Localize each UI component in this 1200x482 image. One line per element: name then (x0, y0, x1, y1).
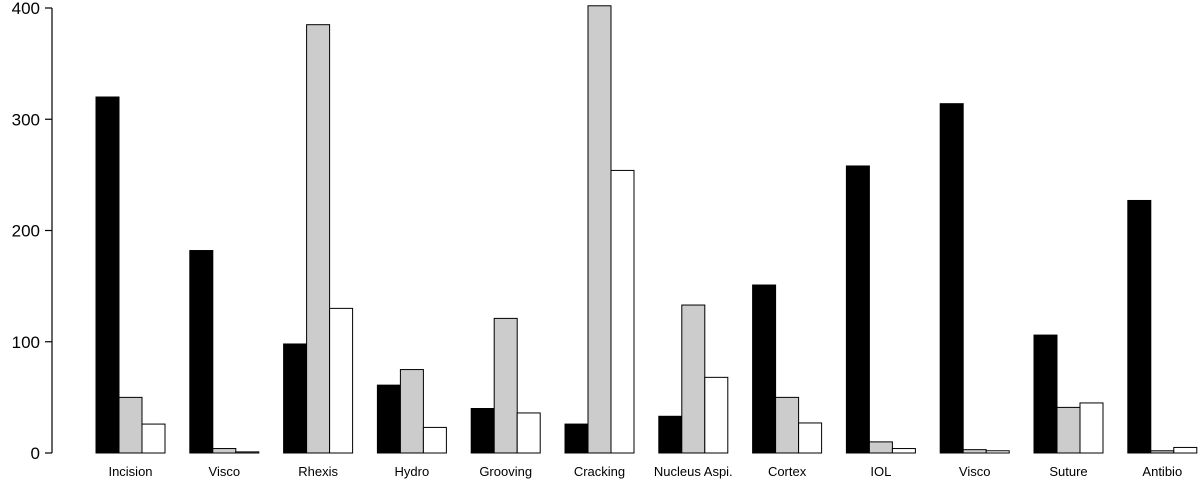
series-3-bar (329, 307, 354, 454)
x-tick-label: Visco (959, 464, 991, 479)
bars (95, 5, 1198, 454)
y-tick-label: 0 (31, 444, 40, 463)
series-3-bar (1079, 402, 1104, 454)
series-3-bar (798, 422, 823, 454)
series-2-bar (493, 317, 518, 454)
x-tick-label: Incision (108, 464, 152, 479)
series-1-bar (376, 384, 401, 454)
series-2-bar (212, 448, 237, 454)
y-tick-label: 400 (12, 0, 40, 18)
series-3-bar (141, 423, 166, 454)
x-tick-label: Cortex (768, 464, 807, 479)
series-3-bar (422, 426, 447, 454)
x-tick-label: IOL (870, 464, 891, 479)
series-1-bar (470, 408, 495, 454)
series-1-bar (939, 103, 964, 454)
series-3-bar (704, 376, 729, 454)
series-1-bar (752, 284, 777, 454)
series-1-bar (189, 250, 214, 454)
series-1-bar (95, 96, 120, 454)
x-tick-label: Grooving (479, 464, 532, 479)
series-3-bar (1173, 446, 1198, 454)
series-3-bar (235, 451, 260, 454)
series-2-bar (587, 5, 612, 454)
series-2-bar (1150, 450, 1175, 454)
series-1-bar (1127, 199, 1152, 454)
series-2-bar (399, 369, 424, 454)
series-3-bar (891, 448, 916, 454)
series-2-bar (681, 304, 706, 454)
x-tick-label: Antibio (1142, 464, 1182, 479)
x-tick-label: Rhexis (298, 464, 338, 479)
series-2-bar (118, 396, 143, 454)
series-2-bar (1056, 406, 1081, 454)
series-1-bar (1033, 334, 1058, 454)
y-tick-label: 100 (12, 333, 40, 352)
series-1-bar (283, 343, 308, 454)
series-3-bar (610, 169, 635, 454)
y-axis: 0 100 200 300 400 (12, 0, 53, 463)
y-tick-label: 300 (12, 110, 40, 129)
x-tick-label: Suture (1049, 464, 1087, 479)
series-1-bar (845, 165, 870, 454)
x-tick-label: Hydro (395, 464, 430, 479)
series-1-bar (564, 423, 589, 454)
x-tick-label: Visco (209, 464, 241, 479)
x-tick-label: Cracking (574, 464, 625, 479)
y-tick-label: 200 (12, 222, 40, 241)
series-3-bar (985, 450, 1010, 454)
series-3-bar (516, 412, 541, 454)
series-2-bar (775, 396, 800, 454)
series-1-bar (658, 415, 683, 454)
series-2-bar (962, 449, 987, 454)
x-axis-labels: Incision Visco Rhexis Hydro Grooving Cracking… (108, 464, 1182, 479)
x-tick-label: Nucleus Aspi. (654, 464, 733, 479)
series-2-bar (306, 24, 331, 454)
series-2-bar (868, 441, 893, 454)
